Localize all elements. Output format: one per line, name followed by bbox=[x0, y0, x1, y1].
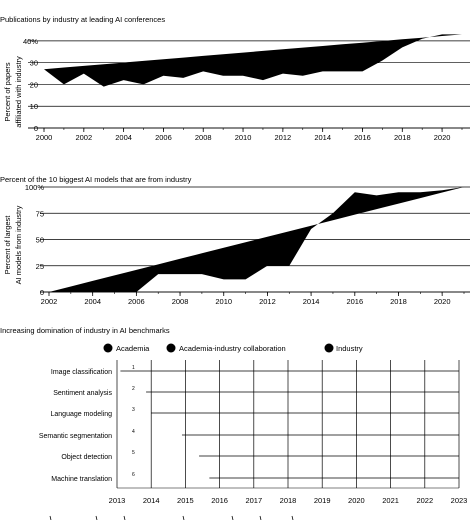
p1-xtick-label: 2000 bbox=[36, 133, 53, 142]
benchmark-index: 3 bbox=[132, 407, 135, 413]
panel2-title: Percent of the 10 biggest AI models that… bbox=[0, 175, 192, 184]
p3-bottom-tick bbox=[291, 515, 294, 520]
p3-xtick-label: 2019 bbox=[314, 496, 331, 505]
p2-xtick-label: 2016 bbox=[346, 297, 363, 306]
p2-xtick-label: 2002 bbox=[41, 297, 58, 306]
legend: Academia Academia-industry collaboration… bbox=[103, 343, 363, 353]
p2-xtick-label: 2012 bbox=[259, 297, 276, 306]
p1-xtick-label: 2018 bbox=[394, 133, 411, 142]
p3-xtick-label: 2016 bbox=[211, 496, 228, 505]
p2-xtick-label: 2014 bbox=[303, 297, 320, 306]
p3-bottom-tick bbox=[259, 515, 262, 520]
p2-ytick-label: 50 bbox=[36, 236, 44, 245]
p3-xtick-label: 2017 bbox=[245, 496, 262, 505]
benchmark-index: 1 bbox=[132, 365, 135, 371]
p3-xtick-label: 2015 bbox=[177, 496, 194, 505]
p3-xtick-label: 2022 bbox=[416, 496, 433, 505]
p2-xtick-label: 2018 bbox=[390, 297, 407, 306]
industry-papers-gap-area bbox=[44, 34, 462, 87]
p1-xtick-label: 2020 bbox=[434, 133, 451, 142]
benchmark-label: Semantic segmentation bbox=[39, 433, 112, 440]
p3-bottom-tick bbox=[49, 515, 52, 520]
legend-marker-academia bbox=[103, 343, 113, 353]
panel2-ylabel-line1: Percent of largest bbox=[3, 215, 12, 275]
p3-xtick-label: 2018 bbox=[280, 496, 297, 505]
panel-benchmarks: Increasing domination of industry in AI … bbox=[0, 326, 467, 520]
benchmark-index: 4 bbox=[132, 429, 135, 435]
panel1-ylabel-line2: affiliated with industry bbox=[14, 56, 23, 128]
benchmark-label: Language modeling bbox=[51, 411, 113, 418]
legend-marker-collaboration bbox=[166, 343, 176, 353]
panel1-ylabel-line1: Percent of papers bbox=[3, 62, 12, 121]
industry-models-gap-area bbox=[49, 187, 464, 292]
p2-xtick-label: 2020 bbox=[434, 297, 451, 306]
p1-ytick-label: 10 bbox=[30, 102, 38, 111]
p2-xtick-label: 2008 bbox=[172, 297, 189, 306]
benchmark-label: Object detection bbox=[61, 454, 112, 461]
panel-industry-models: Percent of the 10 biggest AI models that… bbox=[0, 175, 470, 306]
p3-xtick-label: 2023 bbox=[451, 496, 468, 505]
benchmark-label: Sentiment analysis bbox=[53, 390, 112, 397]
benchmark-label: Image classification bbox=[51, 369, 112, 376]
p1-xtick-label: 2008 bbox=[195, 133, 212, 142]
p2-ytick-label: 25 bbox=[36, 262, 44, 271]
p3-xtick-label: 2013 bbox=[109, 496, 126, 505]
p1-ytick-label: 0 bbox=[34, 124, 38, 133]
p1-xtick-label: 2010 bbox=[235, 133, 252, 142]
p1-xtick-label: 2014 bbox=[314, 133, 331, 142]
legend-label-collaboration: Academia-industry collaboration bbox=[179, 344, 286, 353]
panel1-title: Publications by industry at leading AI c… bbox=[0, 15, 165, 24]
p1-xtick-label: 2004 bbox=[115, 133, 132, 142]
p1-ytick-label: 20 bbox=[30, 80, 38, 89]
p3-bottom-tick bbox=[182, 515, 185, 520]
benchmark-index: 2 bbox=[132, 386, 135, 392]
p2-ytick-label: 75 bbox=[36, 209, 44, 218]
p3-bottom-tick bbox=[231, 515, 234, 520]
panel3-title: Increasing domination of industry in AI … bbox=[0, 326, 170, 335]
legend-label-industry: Industry bbox=[336, 344, 363, 353]
p3-xtick-label: 2021 bbox=[382, 496, 399, 505]
benchmark-label: Machine translation bbox=[51, 476, 112, 483]
p2-ytick-label: 100% bbox=[25, 183, 45, 192]
p2-ytick-label: 0 bbox=[40, 288, 44, 297]
p2-xtick-label: 2006 bbox=[128, 297, 145, 306]
benchmark-index: 5 bbox=[132, 450, 135, 456]
p1-ytick-label: 30 bbox=[30, 59, 38, 68]
p1-xtick-label: 2016 bbox=[354, 133, 371, 142]
p3-bottom-tick bbox=[123, 515, 126, 520]
p1-ytick-label: 40% bbox=[23, 37, 38, 46]
p3-xtick-label: 2020 bbox=[348, 496, 365, 505]
panel2-ylabel-line2: AI models from industry bbox=[14, 205, 23, 284]
p1-xtick-label: 2012 bbox=[275, 133, 292, 142]
p3-xtick-label: 2014 bbox=[143, 496, 160, 505]
legend-marker-industry bbox=[324, 343, 334, 353]
p3-bottom-tick bbox=[95, 515, 98, 520]
p1-xtick-label: 2006 bbox=[155, 133, 172, 142]
p2-xtick-label: 2004 bbox=[84, 297, 101, 306]
panel-industry-papers: Publications by industry at leading AI c… bbox=[0, 15, 470, 142]
legend-label-academia: Academia bbox=[116, 344, 150, 353]
p1-xtick-label: 2002 bbox=[75, 133, 92, 142]
p2-xtick-label: 2010 bbox=[215, 297, 232, 306]
benchmark-index: 6 bbox=[132, 472, 135, 478]
